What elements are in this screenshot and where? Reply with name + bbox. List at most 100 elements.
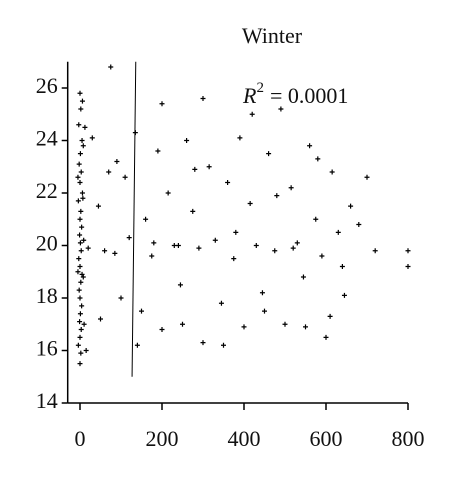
y-tick-label: 26	[36, 73, 58, 98]
point	[79, 98, 85, 104]
point	[327, 313, 333, 319]
point	[77, 216, 83, 222]
chart-title: Winter	[242, 23, 303, 48]
point	[184, 138, 190, 143]
r-symbol: R	[242, 83, 257, 108]
point	[218, 300, 224, 306]
x-tick-label: 400	[228, 426, 261, 451]
point	[329, 169, 335, 175]
point	[106, 169, 112, 175]
x-tick-label: 800	[392, 426, 425, 451]
point	[300, 274, 306, 280]
point	[76, 161, 82, 167]
point	[80, 195, 86, 201]
point	[81, 321, 87, 327]
point	[78, 350, 84, 356]
point	[75, 269, 81, 275]
point	[79, 271, 85, 277]
point	[200, 96, 206, 101]
point	[290, 245, 296, 251]
point	[323, 334, 329, 340]
point	[175, 243, 181, 248]
point	[249, 111, 255, 117]
point	[77, 295, 83, 301]
point	[274, 193, 280, 199]
point	[190, 208, 196, 214]
point	[78, 279, 84, 285]
r-exponent: 2	[256, 80, 264, 96]
point	[118, 295, 124, 301]
point	[149, 253, 155, 259]
point	[356, 222, 362, 227]
point	[78, 106, 84, 112]
point	[212, 237, 218, 243]
point	[262, 308, 267, 314]
point	[177, 282, 183, 288]
y-tick-label: 14	[36, 388, 58, 413]
point	[151, 240, 157, 246]
point	[122, 174, 128, 180]
point	[77, 264, 83, 269]
point	[339, 264, 345, 269]
point	[78, 248, 84, 254]
point	[85, 245, 91, 251]
point	[95, 203, 101, 209]
point	[206, 164, 212, 170]
point	[282, 321, 288, 327]
y-tick-label: 22	[36, 178, 58, 203]
point	[98, 316, 103, 322]
point	[253, 243, 259, 248]
point	[139, 308, 144, 314]
point	[77, 240, 83, 246]
point	[80, 143, 86, 149]
point	[82, 124, 88, 130]
annotation: R2 = 0.0001	[242, 80, 348, 108]
point	[77, 361, 83, 367]
point	[196, 245, 202, 251]
point	[80, 274, 86, 280]
point	[231, 256, 237, 262]
point	[76, 256, 82, 262]
point	[319, 253, 325, 259]
point	[272, 248, 278, 254]
point	[77, 311, 83, 317]
y-tick-label: 18	[36, 283, 58, 308]
trend-line	[131, 61, 137, 377]
x-tick-label: 600	[310, 426, 343, 451]
point	[405, 264, 411, 269]
point	[315, 156, 321, 162]
point	[79, 190, 85, 196]
point	[278, 106, 284, 112]
point	[114, 159, 120, 164]
point	[155, 148, 161, 154]
point	[247, 201, 253, 206]
point	[77, 232, 83, 238]
r-value: = 0.0001	[270, 83, 348, 108]
point	[77, 334, 83, 340]
point	[266, 151, 272, 157]
point	[307, 143, 313, 149]
point	[221, 342, 226, 348]
point	[364, 174, 370, 180]
point	[341, 292, 347, 298]
point	[75, 174, 81, 180]
point	[200, 340, 206, 346]
y-tick-label: 24	[36, 126, 58, 151]
point	[372, 248, 378, 254]
point	[102, 248, 108, 254]
point	[108, 64, 114, 70]
point	[165, 190, 171, 196]
y-tick-label: 20	[36, 231, 58, 256]
point	[303, 324, 308, 330]
point	[335, 229, 341, 235]
point	[81, 237, 87, 243]
point	[76, 287, 82, 293]
y-tick-label: 16	[36, 336, 58, 361]
point	[76, 122, 82, 128]
point	[78, 208, 84, 214]
x-tick-label: 200	[146, 426, 179, 451]
point	[77, 151, 83, 157]
point	[79, 224, 85, 230]
point	[233, 229, 239, 235]
